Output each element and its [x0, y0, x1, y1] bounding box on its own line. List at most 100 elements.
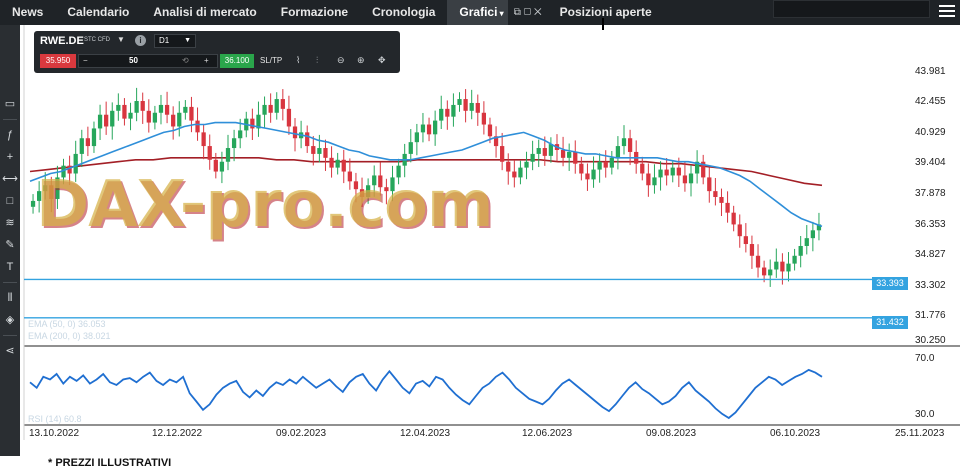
candle-body: [560, 149, 566, 158]
price-tick: 36.353: [915, 219, 946, 230]
candle-body: [469, 102, 474, 111]
indicators-icon[interactable]: ⫶: [316, 55, 319, 65]
reset-icon[interactable]: ⟲: [182, 56, 189, 65]
candle-body: [786, 263, 791, 272]
zoom-in-icon[interactable]: ⊕: [357, 55, 365, 65]
line-chart-icon[interactable]: ⌇: [296, 55, 301, 65]
hline-tag-1[interactable]: 33.393: [872, 277, 908, 290]
date-tick: 12.06.2023: [522, 428, 573, 439]
candle-body: [189, 106, 194, 121]
candle-body: [761, 267, 767, 276]
candle-body: [676, 167, 681, 176]
candle-body: [615, 146, 621, 158]
ema200-line: [29, 157, 823, 187]
chevron-down-icon: ▼: [184, 37, 191, 44]
candle-body: [323, 148, 328, 158]
menu-icon[interactable]: [933, 2, 960, 18]
candle-body: [688, 173, 694, 184]
candle-body: [506, 161, 511, 172]
candle-body: [201, 132, 206, 147]
cursor-caret: [602, 18, 604, 30]
candle-body: [408, 142, 413, 154]
candle-body: [97, 114, 103, 129]
candle-body: [238, 130, 243, 139]
screen-icon[interactable]: ▭: [4, 98, 16, 110]
date-tick: 09.02.2023: [276, 428, 327, 439]
candle-body: [213, 159, 218, 172]
ema50-line: [29, 121, 823, 228]
candle-body: [524, 161, 529, 168]
share-icon[interactable]: ⋖: [5, 345, 15, 357]
price-tick: 31.776: [915, 310, 946, 321]
quantity-value[interactable]: 50: [129, 56, 138, 65]
symbol-label[interactable]: RWE.DE: [40, 35, 84, 47]
toolbar-divider: [3, 282, 17, 283]
price-tick: 37.878: [915, 188, 946, 199]
candle-icon[interactable]: ⫴: [7, 292, 13, 304]
candle-body: [713, 191, 718, 198]
candle-body: [67, 165, 72, 174]
move-icon[interactable]: ✥: [378, 55, 386, 65]
date-tick: 09.08.2023: [646, 428, 697, 439]
rect-icon[interactable]: □: [6, 195, 14, 207]
tab-calendario[interactable]: Calendario: [67, 5, 130, 19]
candle-body: [43, 185, 48, 192]
window-icons[interactable]: ⧉ ▢ ✕: [513, 7, 542, 18]
tab-analisi[interactable]: Analisi di mercato: [153, 5, 257, 19]
plus-icon[interactable]: +: [204, 56, 209, 65]
ema50-legend: EMA (50, 0) 36.053: [28, 319, 106, 329]
candle-body: [682, 175, 688, 184]
tab-news[interactable]: News: [12, 5, 44, 19]
quantity-stepper[interactable]: − 50 ⟲ +: [78, 54, 218, 68]
candle-body: [457, 99, 462, 105]
layers-icon[interactable]: ◈: [5, 314, 15, 326]
sltp-button[interactable]: SL/TP: [260, 56, 283, 65]
candle-body: [451, 104, 456, 117]
candle-body: [30, 200, 36, 207]
candle-body: [433, 120, 438, 135]
candle-body: [372, 175, 377, 186]
candle-body: [810, 230, 815, 239]
pen-icon[interactable]: ✎: [5, 239, 15, 251]
candle-body: [670, 167, 675, 176]
fx-icon[interactable]: ƒ: [6, 129, 14, 141]
candle-body: [55, 177, 60, 199]
rsi-tick: 30.0: [915, 409, 935, 420]
hline-tag-2[interactable]: 31.432: [872, 316, 908, 329]
candle-body: [694, 161, 700, 174]
candle-body: [798, 245, 803, 256]
symbol-dropdown-icon[interactable]: ▼: [117, 35, 125, 44]
toolbar-divider: [3, 335, 17, 336]
candle-body: [268, 104, 273, 113]
candle-body: [609, 157, 614, 168]
instrument-panel: RWE.DE STC CFD ▼ i D1 ▼ 35.950 − 50 ⟲ + …: [34, 31, 400, 73]
candle-body: [731, 212, 736, 225]
tab-posizioni-aperte[interactable]: Posizioni aperte: [559, 5, 652, 19]
candle-body: [512, 171, 517, 178]
candle-body: [341, 159, 346, 172]
tab-grafici[interactable]: Grafici ▾: [447, 0, 508, 25]
sell-button[interactable]: 35.950: [40, 54, 76, 68]
info-icon[interactable]: i: [135, 35, 146, 46]
rsi-legend: RSI (14) 60.8: [28, 414, 82, 424]
candle-body: [378, 175, 383, 188]
candle-body: [518, 167, 523, 178]
fib-icon[interactable]: ≋: [5, 217, 15, 229]
candle-body: [475, 102, 480, 113]
candle-body: [621, 138, 627, 147]
date-tick: 13.10.2022: [29, 428, 80, 439]
candle-body: [536, 148, 541, 154]
date-tick: 25.11.2023: [895, 428, 945, 439]
crosshair-icon[interactable]: +: [6, 151, 14, 163]
zoom-out-icon[interactable]: ⊖: [337, 55, 345, 65]
candle-body: [311, 146, 316, 154]
search-slot[interactable]: [773, 0, 930, 18]
hline-icon[interactable]: ⟷: [2, 173, 18, 185]
tab-formazione[interactable]: Formazione: [280, 5, 349, 19]
tab-cronologia[interactable]: Cronologia: [372, 5, 436, 19]
buy-button[interactable]: 36.100: [220, 54, 254, 68]
minus-icon[interactable]: −: [83, 56, 88, 65]
text-icon[interactable]: T: [6, 261, 14, 273]
timeframe-select[interactable]: D1 ▼: [154, 34, 196, 48]
